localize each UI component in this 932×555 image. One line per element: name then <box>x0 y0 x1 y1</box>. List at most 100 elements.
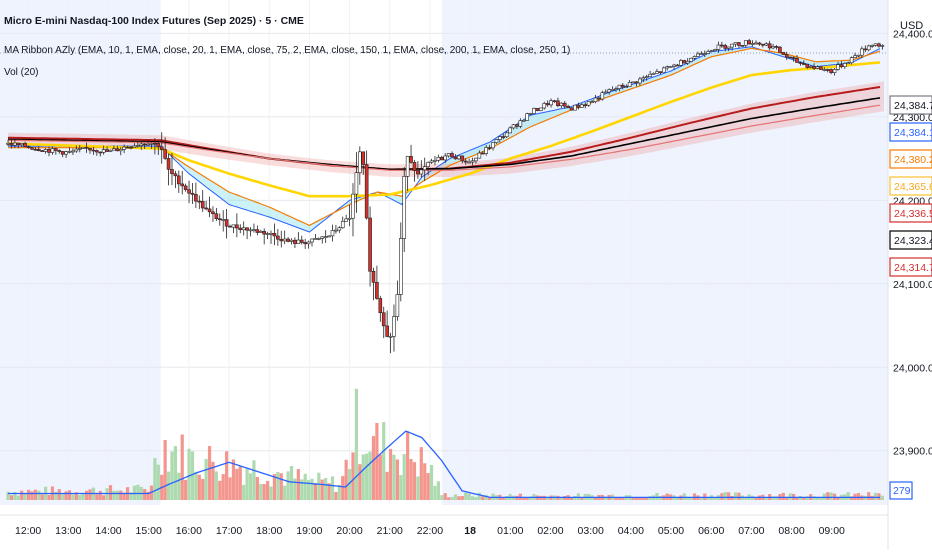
time-tick-5: 17:00 <box>216 525 242 537</box>
volume-bar-158 <box>546 497 550 500</box>
volume-legend[interactable]: Vol (20) <box>4 67 39 78</box>
candle-body-172 <box>593 97 598 102</box>
volume-bar-134 <box>464 492 468 500</box>
candle-body-103 <box>358 151 362 173</box>
candle-body-253 <box>870 45 874 47</box>
currency-label[interactable]: USD <box>900 20 924 32</box>
volume-bar-190 <box>655 493 659 500</box>
volume-bar-138 <box>477 492 481 500</box>
candle-body-54 <box>190 192 195 195</box>
volume-bar-19 <box>71 494 75 500</box>
candle-body-199 <box>685 61 690 64</box>
ema-line-2 <box>7 61 881 198</box>
volume-bar-106 <box>368 451 372 500</box>
candle-body-184 <box>634 81 639 84</box>
volume-bar-228 <box>785 496 789 500</box>
volume-bar-219 <box>754 497 758 500</box>
volume-bar-185 <box>638 497 642 500</box>
candle-body-140 <box>484 147 488 154</box>
volume-bar-256 <box>880 495 884 500</box>
candle-body-194 <box>668 66 673 68</box>
candle-body-30 <box>108 149 113 152</box>
time-tick-0: 12:00 <box>15 525 41 537</box>
candle-body-156 <box>539 107 543 111</box>
volume-bar-179 <box>617 497 621 500</box>
candle-body-51 <box>180 183 185 187</box>
candle-body-118 <box>409 156 413 163</box>
candle-body-39 <box>139 143 144 146</box>
volume-bar-46 <box>163 439 167 500</box>
candle-body-96 <box>334 229 338 232</box>
volume-bar-225 <box>774 496 779 500</box>
candle-body-200 <box>689 57 693 62</box>
price-label-3: 24,365.68 <box>894 181 932 193</box>
candle-body-135 <box>467 161 471 164</box>
volume-bar-229 <box>788 493 792 500</box>
candle-body-92 <box>320 236 325 239</box>
candle-body-72 <box>252 229 256 231</box>
volume-bar-209 <box>720 493 724 500</box>
candle-body-70 <box>245 227 249 231</box>
symbol-title[interactable]: Micro E-mini Nasdaq-100 Index Futures (S… <box>4 15 304 27</box>
price-label-6: 24,314.78 <box>894 262 932 274</box>
candle-body-157 <box>542 103 547 109</box>
candle-body-205 <box>706 51 710 54</box>
volume-bar-20 <box>74 492 78 500</box>
candle-body-47 <box>166 158 171 170</box>
volume-bar-117 <box>406 431 410 500</box>
candle-body-5 <box>23 143 27 148</box>
volume-bar-123 <box>426 473 430 500</box>
candle-body-133 <box>460 155 465 162</box>
volume-bar-16 <box>61 494 65 500</box>
candle-body-102 <box>354 172 359 195</box>
volume-bar-49 <box>173 446 177 500</box>
candle-body-142 <box>491 142 495 149</box>
price-label-box-2 <box>889 149 932 169</box>
candle-body-120 <box>416 170 420 175</box>
time-tick-17: 06:00 <box>698 525 724 537</box>
candle-body-206 <box>709 50 714 52</box>
volume-bar-23 <box>84 490 89 500</box>
candle-body-149 <box>515 124 519 127</box>
candle-body-106 <box>368 217 372 272</box>
ma-ribbon-legend[interactable]: MA Ribbon AZly (EMA, 10, 1, EMA, close, … <box>4 45 571 56</box>
time-tick-15: 04:00 <box>618 525 644 537</box>
volume-bar-240 <box>826 492 830 500</box>
volume-bar-213 <box>733 492 738 500</box>
candle-body-129 <box>446 153 451 157</box>
candle-body-18 <box>67 151 72 153</box>
candle-body-26 <box>95 150 99 153</box>
time-tick-10: 22:00 <box>417 525 443 537</box>
candle-body-105 <box>364 164 369 219</box>
candle-body-249 <box>856 54 861 57</box>
volume-bar-31 <box>112 490 116 500</box>
candle-body-152 <box>525 113 529 121</box>
candle-body-1 <box>9 142 14 146</box>
volume-bar-243 <box>836 496 840 500</box>
volume-bar-151 <box>522 496 526 500</box>
candle-body-12 <box>47 149 51 153</box>
volume-bar-180 <box>621 497 625 500</box>
volume-bar-82 <box>286 471 290 500</box>
volume-bar-227 <box>781 492 785 500</box>
candle-body-247 <box>849 57 854 64</box>
candle-body-165 <box>569 107 574 111</box>
candle-body-220 <box>757 42 762 45</box>
volume-bar-17 <box>64 491 68 500</box>
volume-bar-10 <box>40 494 44 500</box>
volume-bar-109 <box>378 454 382 500</box>
volume-bar-153 <box>528 496 533 500</box>
candle-body-63 <box>221 219 226 221</box>
volume-bar-207 <box>713 497 717 500</box>
candle-body-159 <box>549 100 553 106</box>
volume-bar-83 <box>289 465 294 500</box>
volume-bar-165 <box>569 497 574 500</box>
volume-bar-127 <box>440 495 444 500</box>
candle-body-20 <box>74 148 79 152</box>
volume-bar-81 <box>283 485 287 500</box>
candle-body-209 <box>720 44 724 47</box>
time-tick-7: 19:00 <box>296 525 322 537</box>
candle-body-207 <box>713 49 717 51</box>
